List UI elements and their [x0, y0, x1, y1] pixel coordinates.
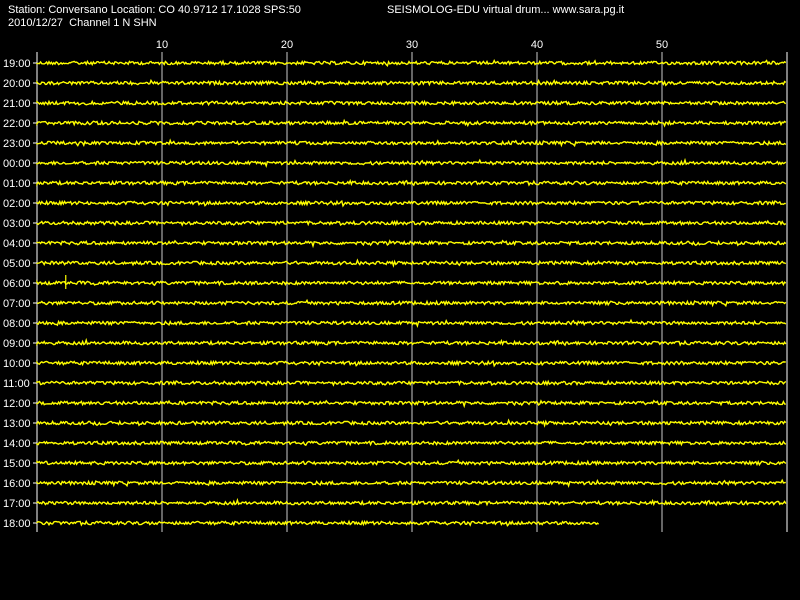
trace-row — [36, 157, 787, 169]
trace-row — [36, 458, 787, 467]
trace-row — [36, 59, 787, 68]
row-label: 14:00 — [3, 438, 31, 450]
row-label: 06:00 — [3, 278, 31, 290]
row-label: 03:00 — [3, 218, 31, 230]
row-label: 16:00 — [3, 478, 31, 490]
row-label: 20:00 — [3, 78, 31, 90]
x-tick-labels: 10 20 30 40 50 — [156, 39, 668, 51]
row-label: 12:00 — [3, 398, 31, 410]
row-label: 23:00 — [3, 138, 31, 150]
trace-row — [36, 138, 787, 148]
x-tick-label: 20 — [281, 39, 293, 51]
row-label: 21:00 — [3, 98, 31, 110]
x-tick-label: 40 — [531, 39, 543, 51]
x-tick-label: 10 — [156, 39, 168, 51]
station-info: Station: Conversano Location: CO 40.9712… — [8, 4, 301, 16]
trace-row — [36, 219, 787, 227]
trace-row — [36, 379, 787, 387]
trace-row — [36, 99, 787, 107]
trace-row — [36, 478, 786, 489]
trace-row — [36, 439, 787, 447]
trace-row — [36, 258, 787, 268]
trace-row — [36, 279, 787, 287]
row-label: 01:00 — [3, 178, 31, 190]
trace-row — [36, 418, 787, 428]
row-label: 05:00 — [3, 258, 31, 270]
row-label: 00:00 — [3, 158, 31, 170]
trace-row — [36, 359, 786, 368]
x-tick-label: 30 — [406, 39, 418, 51]
row-labels: 19:00 20:00 21:00 22:00 23:00 00:00 01:00 02:00… — [3, 58, 31, 530]
trace-row — [36, 497, 787, 507]
row-label: 22:00 — [3, 118, 31, 130]
row-label: 19:00 — [3, 58, 31, 70]
date-channel: 2010/12/27 Channel 1 N SHN — [8, 17, 157, 29]
row-label: 10:00 — [3, 358, 31, 370]
row-label: 17:00 — [3, 498, 31, 510]
trace-row — [36, 337, 787, 347]
trace-row — [36, 118, 787, 128]
app-title: SEISMOLOG-EDU virtual drum... www.sara.p… — [387, 4, 625, 16]
row-label: 02:00 — [3, 198, 31, 210]
row-label: 18:00 — [3, 518, 31, 530]
trace-row — [36, 199, 786, 208]
trace-row — [36, 239, 787, 249]
trace-row — [36, 78, 787, 87]
trace-row — [36, 399, 786, 409]
trace-row — [36, 178, 787, 187]
row-label: 15:00 — [3, 458, 31, 470]
x-tick-label: 50 — [656, 39, 668, 51]
traces — [36, 59, 787, 527]
row-label: 07:00 — [3, 298, 31, 310]
row-label: 08:00 — [3, 318, 31, 330]
grid-layer — [33, 52, 788, 532]
row-label: 09:00 — [3, 338, 31, 350]
trace-row — [36, 519, 600, 527]
trace-row — [36, 298, 787, 308]
row-label: 11:00 — [3, 378, 30, 390]
row-label: 04:00 — [3, 238, 31, 250]
row-label: 13:00 — [3, 418, 31, 430]
trace-row — [36, 318, 787, 329]
